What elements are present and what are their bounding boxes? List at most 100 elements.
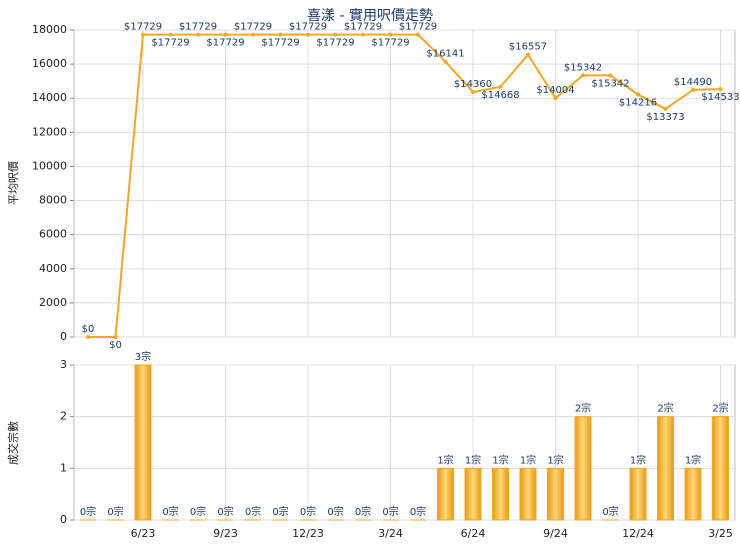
chart-title: 喜漾 - 實用呎價走勢 [307,7,433,24]
value-label: $14490 [674,77,712,88]
value-label: 0宗 [327,505,343,518]
line [88,33,721,338]
bar [657,416,674,521]
value-label: $17729 [399,22,437,33]
point [471,90,475,95]
bar [629,467,647,521]
value-label: $17729 [234,22,272,33]
y-tick-label: 3 [60,358,67,371]
value-label: 0宗 [107,505,123,518]
value-label: $17729 [289,22,327,33]
value-label: $17729 [151,38,189,49]
point [223,32,228,37]
x-tick-label: 3/25 [708,527,733,540]
value-label: 1宗 [492,453,508,466]
bar [519,467,537,521]
y-tick-label: 18000 [32,23,67,36]
value-label: 0宗 [217,505,233,518]
value-label: $14216 [619,98,657,109]
x-tick-label: 6/24 [461,527,486,540]
point [306,32,310,37]
value-label: $13373 [646,112,684,123]
y-tick-label: 0 [60,513,67,526]
value-label: 1宗 [685,453,701,466]
value-label: 1宗 [465,453,481,466]
point [388,32,393,37]
value-label: 2宗 [575,402,591,415]
bar [437,467,454,521]
bar [464,467,482,521]
y-tick-label: 14000 [32,91,67,104]
value-label: 1宗 [520,453,536,466]
value-label: $17729 [124,22,162,33]
value-label: 1宗 [630,453,646,466]
value-label: $17729 [316,38,354,49]
x-tick-label: 9/23 [213,527,238,540]
value-label: 0宗 [272,505,288,518]
y-tick-label: 8000 [39,194,67,207]
point [196,32,200,37]
point [168,32,173,37]
point [113,335,118,339]
y-tick-label: 0 [60,330,67,343]
point [86,335,90,339]
y-tick-label: 12000 [32,125,67,138]
value-label: 1宗 [437,453,453,466]
x-tick-label: 9/24 [543,527,568,540]
point [278,32,283,37]
value-label: $15342 [564,62,602,73]
y-axis-label: 成交宗數 [6,421,20,465]
value-label: $16557 [509,42,547,53]
bar [684,467,702,521]
point [553,96,558,101]
bar [574,416,592,521]
y-tick-label: 1 [60,461,67,474]
point [608,73,613,78]
y-axis-label: 平均呎價 [6,161,20,205]
point [718,87,723,92]
x-tick-label: 6/23 [131,527,156,540]
point [581,73,585,78]
y-tick-label: 2000 [39,296,67,309]
value-label: 0宗 [300,505,316,518]
value-label: $0 [109,340,122,351]
point [416,32,420,37]
bar [492,467,509,521]
x-tick-label: 12/24 [622,527,654,540]
y-tick-label: 16000 [32,57,67,70]
value-label: 2宗 [657,402,673,415]
value-label: $17729 [371,38,409,49]
value-label: $17729 [344,22,382,33]
point [526,52,530,57]
value-label: $0 [82,324,95,335]
y-tick-label: 10000 [32,159,67,172]
value-label: $14004 [536,85,574,96]
point [443,59,448,64]
value-label: 0宗 [80,505,96,518]
value-label: 0宗 [355,505,371,518]
x-tick-label: 12/23 [292,527,324,540]
value-label: $15342 [591,78,629,89]
point [636,92,640,97]
value-label: 1宗 [547,453,563,466]
value-label: $17729 [261,38,299,49]
point [663,106,668,111]
point [333,32,338,37]
value-label: 0宗 [382,505,398,518]
value-label: 2宗 [712,402,728,415]
value-label: 0宗 [410,505,426,518]
y-tick-label: 2 [60,410,67,423]
value-label: 0宗 [162,505,178,518]
plot-area [73,29,736,338]
value-label: $16141 [426,49,464,60]
x-tick-label: 3/24 [378,527,403,540]
value-label: 0宗 [190,505,206,518]
bar [712,416,729,521]
point [498,84,503,89]
value-label: $14668 [481,90,519,101]
point [691,87,695,92]
y-tick-label: 6000 [39,228,67,241]
point [251,32,255,37]
y-tick-label: 4000 [39,262,67,275]
